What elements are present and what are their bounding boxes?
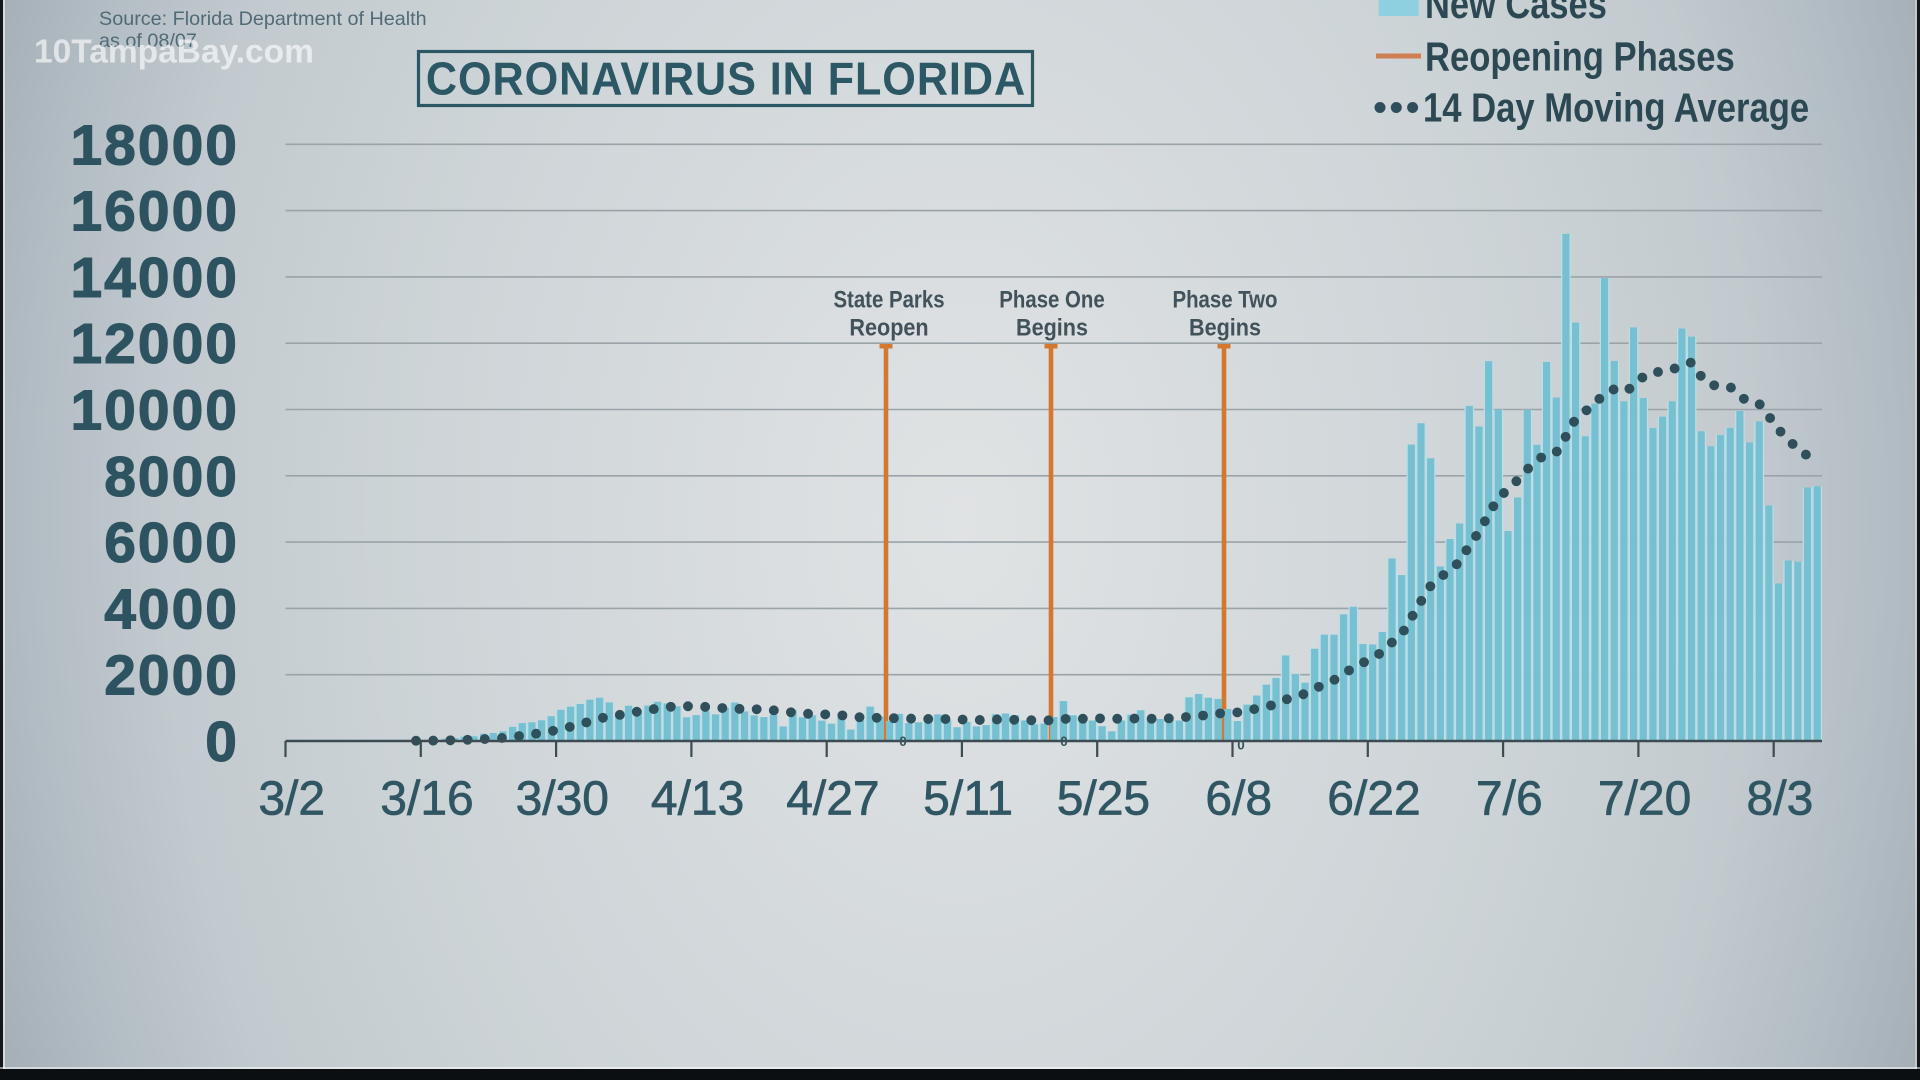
svg-text:CORONAVIRUS IN FLORIDA: CORONAVIRUS IN FLORIDA bbox=[426, 52, 1026, 105]
svg-text:10TampaBay.com: 10TampaBay.com bbox=[34, 34, 314, 71]
svg-text:18000: 18000 bbox=[70, 113, 239, 177]
svg-text:5/25: 5/25 bbox=[1057, 773, 1150, 826]
svg-text:6/22: 6/22 bbox=[1327, 773, 1420, 826]
svg-text:Source: Florida Department of: Source: Florida Department of Health bbox=[99, 8, 427, 30]
svg-text:Phase One: Phase One bbox=[999, 286, 1104, 313]
svg-text:Phase Two: Phase Two bbox=[1172, 286, 1277, 313]
svg-text:4/13: 4/13 bbox=[651, 773, 744, 826]
svg-text:8000: 8000 bbox=[104, 445, 239, 509]
svg-text:4000: 4000 bbox=[104, 577, 239, 641]
svg-text:0: 0 bbox=[205, 710, 239, 774]
svg-text:New Cases: New Cases bbox=[1425, 0, 1607, 28]
svg-text:0: 0 bbox=[1237, 738, 1245, 753]
svg-text:Reopening Phases: Reopening Phases bbox=[1425, 35, 1735, 80]
svg-text:State Parks: State Parks bbox=[833, 286, 944, 313]
svg-text:3/16: 3/16 bbox=[380, 773, 473, 826]
svg-text:8/3: 8/3 bbox=[1747, 773, 1814, 826]
svg-text:Begins: Begins bbox=[1016, 313, 1088, 340]
svg-text:4/27: 4/27 bbox=[786, 773, 879, 826]
svg-text:14 Day Moving Average: 14 Day Moving Average bbox=[1423, 86, 1809, 131]
svg-text:0: 0 bbox=[899, 734, 907, 749]
svg-text:5/11: 5/11 bbox=[923, 773, 1013, 826]
svg-text:Begins: Begins bbox=[1189, 313, 1261, 340]
svg-text:3/30: 3/30 bbox=[516, 773, 609, 826]
svg-text:10000: 10000 bbox=[70, 379, 239, 443]
svg-text:2000: 2000 bbox=[104, 644, 239, 708]
svg-text:7/20: 7/20 bbox=[1598, 773, 1691, 826]
svg-text:Reopen: Reopen bbox=[849, 313, 928, 340]
svg-text:6/8: 6/8 bbox=[1205, 773, 1272, 826]
svg-text:as of 08/07: as of 08/07 bbox=[99, 30, 197, 52]
svg-text:14000: 14000 bbox=[70, 246, 239, 310]
svg-text:16000: 16000 bbox=[70, 180, 239, 244]
svg-text:7/6: 7/6 bbox=[1476, 773, 1543, 826]
svg-text:12000: 12000 bbox=[70, 312, 239, 376]
svg-text:3/2: 3/2 bbox=[258, 773, 325, 826]
svg-text:0: 0 bbox=[1060, 734, 1068, 749]
svg-text:6000: 6000 bbox=[104, 511, 239, 575]
